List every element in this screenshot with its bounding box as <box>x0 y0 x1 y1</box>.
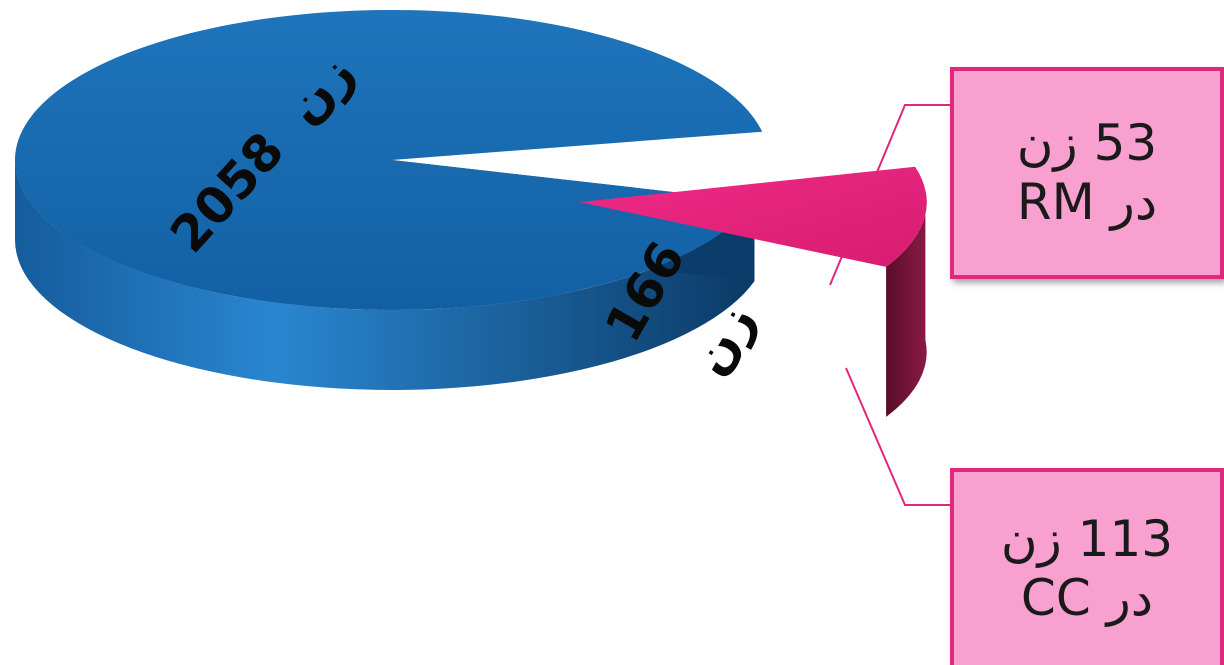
slice-exploded-top <box>579 166 927 267</box>
slice-exploded: 166 زن <box>579 166 927 417</box>
slice-main-top <box>14 10 763 311</box>
slice-main-side <box>15 160 755 390</box>
callout-cc-line1: 113 زن <box>1000 509 1174 568</box>
slice-exploded-side <box>886 190 927 417</box>
leader-line-cc <box>845 367 952 506</box>
callout-rm-line2: در RM <box>1016 173 1158 231</box>
callout-rm: 53 زن در RM <box>950 67 1224 279</box>
slice-main: 2058 زن <box>14 10 763 390</box>
callout-cc-line2: در CC <box>1020 568 1154 627</box>
callout-rm-line1: 53 زن <box>1016 114 1158 172</box>
callout-cc: 113 زن در CC <box>950 468 1224 665</box>
